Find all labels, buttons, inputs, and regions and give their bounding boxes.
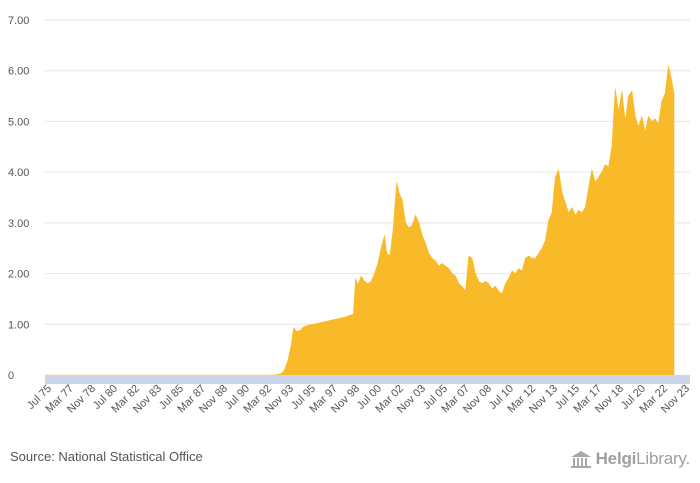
- y-tick-label: 1.00: [8, 319, 29, 331]
- source-note: Source: National Statistical Office: [10, 449, 203, 464]
- grid-lines: [45, 19, 690, 325]
- x-axis-band: [45, 375, 690, 384]
- area-chart: 0 1.00 2.00 3.00 4.00 5.00 6.00 7.00 Jul 75Mar …: [8, 15, 692, 416]
- helgilibrary-logo: HelgiLibrary.: [570, 445, 690, 473]
- y-axis-ticks: 0 1.00 2.00 3.00 4.00 5.00 6.00 7.00: [8, 15, 29, 382]
- x-axis-baseline: [45, 375, 690, 384]
- logo-word-bold: Helgi: [595, 449, 637, 468]
- y-tick-label: 5.00: [8, 116, 29, 128]
- library-building-icon: [570, 451, 591, 468]
- y-tick-label: 2.00: [8, 269, 29, 281]
- y-tick-label: 7.00: [8, 15, 29, 27]
- y-tick-label: 6.00: [8, 66, 29, 78]
- logo-wordmark: HelgiLibrary.: [595, 449, 691, 469]
- y-tick-label: 3.00: [8, 218, 29, 230]
- y-tick-label: 4.00: [8, 167, 29, 179]
- logo-word-rest: Library.: [636, 449, 690, 468]
- series-area: [44, 65, 675, 376]
- plot-area: [44, 65, 675, 376]
- y-tick-label: 0: [8, 370, 14, 382]
